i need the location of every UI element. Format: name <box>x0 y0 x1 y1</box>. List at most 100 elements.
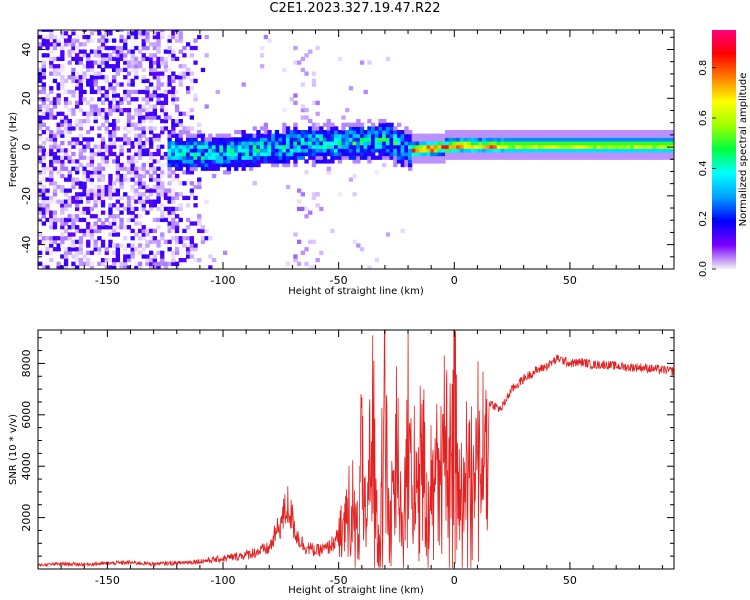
heatmap-cell <box>652 130 657 135</box>
heatmap-cell <box>160 173 165 179</box>
heatmap-cell <box>126 162 132 168</box>
heatmap-cell <box>137 108 143 113</box>
heatmap-cell <box>371 141 376 146</box>
heatmap-cell <box>189 151 194 157</box>
heatmap-cell <box>93 214 98 219</box>
heatmap-cell <box>75 45 80 51</box>
heatmap-cell <box>282 126 287 131</box>
heatmap-cell <box>45 30 50 32</box>
heatmap-cell <box>119 34 124 40</box>
heatmap-cell <box>263 133 268 138</box>
heatmap-cell <box>78 89 83 95</box>
heatmap-cell <box>326 137 331 142</box>
heatmap-cell <box>430 159 435 164</box>
heatmap-cell <box>322 137 328 142</box>
heatmap-cell <box>130 53 135 58</box>
heatmap-cell <box>75 86 80 91</box>
heatmap-cell <box>393 162 398 168</box>
heatmap-cell <box>219 141 224 146</box>
heatmap-cell <box>667 137 672 142</box>
heatmap-cell <box>41 221 46 226</box>
heatmap-cell <box>167 45 172 51</box>
heatmap-cell <box>567 141 572 146</box>
heatmap-cell <box>311 151 317 157</box>
heatmap-cell <box>141 151 146 157</box>
heatmap-cell <box>100 60 106 65</box>
heatmap-cell <box>526 137 531 142</box>
heatmap-cell <box>459 133 465 138</box>
heatmap-cell <box>419 137 424 142</box>
heatmap-cell <box>126 258 132 263</box>
heatmap-cell <box>563 137 568 142</box>
heatmap-cell <box>171 217 176 223</box>
heatmap-cell <box>382 148 387 153</box>
heatmap-cell <box>615 148 620 153</box>
heatmap-cell <box>75 258 80 263</box>
heatmap-cell <box>89 75 95 80</box>
heatmap-cell <box>319 130 324 135</box>
heatmap-cell <box>345 155 350 160</box>
heatmap-cell <box>63 217 69 223</box>
heatmap-cell <box>167 214 172 219</box>
heatmap-cell <box>607 141 613 146</box>
heatmap-cell <box>245 151 250 157</box>
heatmap-cell <box>126 34 132 40</box>
heatmap-cell <box>537 155 542 160</box>
heatmap-cell <box>285 137 291 142</box>
heatmap-cell <box>363 133 368 138</box>
heatmap-cell <box>319 206 324 212</box>
heatmap-cell <box>282 155 287 160</box>
heatmap-cell <box>41 141 46 146</box>
heatmap-cell <box>385 151 391 157</box>
heatmap-cell <box>574 141 579 146</box>
heatmap-cell <box>97 49 102 54</box>
heatmap-cell <box>204 137 209 142</box>
heatmap-cell <box>311 133 317 138</box>
heatmap-cell <box>126 71 132 76</box>
heatmap-cell <box>670 148 674 153</box>
heatmap-cell <box>278 148 283 153</box>
heatmap-cell <box>49 210 54 215</box>
heatmap-cell <box>82 111 87 116</box>
heatmap-cell <box>141 173 146 179</box>
heatmap-cell <box>600 133 605 138</box>
heatmap-cell <box>289 130 294 135</box>
heatmap-cell <box>152 115 157 120</box>
heatmap-cell <box>93 221 98 226</box>
heatmap-cell <box>97 133 102 138</box>
heatmap-cell <box>382 133 387 138</box>
heatmap-cell <box>293 144 298 149</box>
heatmap-cell <box>119 243 124 248</box>
heatmap-cell <box>67 236 72 241</box>
heatmap-cell <box>100 258 106 263</box>
heatmap-cell <box>452 133 457 138</box>
heatmap-cell <box>378 130 383 135</box>
heatmap-cell <box>419 159 424 164</box>
heatmap-cell <box>308 137 313 142</box>
heatmap-cell <box>415 148 420 153</box>
heatmap-cell <box>489 151 494 157</box>
heatmap-cell <box>319 159 324 164</box>
heatmap-cell <box>189 78 194 84</box>
heatmap-cell <box>178 206 183 212</box>
heatmap-cell <box>378 119 383 124</box>
heatmap-cell <box>215 151 220 157</box>
heatmap-cell <box>108 265 113 269</box>
heatmap-cell <box>38 155 43 160</box>
heatmap-cell <box>134 137 139 142</box>
heatmap-cell <box>145 184 150 190</box>
heatmap-cell <box>123 42 128 47</box>
heatmap-cell <box>38 45 43 51</box>
heatmap-cell <box>56 184 61 190</box>
heatmap-cell <box>193 137 198 142</box>
heatmap-cell <box>52 133 58 138</box>
heatmap-cell <box>326 159 331 164</box>
heatmap-cell <box>163 49 169 54</box>
heatmap-cell <box>86 115 91 120</box>
heatmap-cell <box>363 141 368 146</box>
heatmap-cell <box>544 144 550 149</box>
heatmap-cell <box>82 232 87 237</box>
heatmap-cell <box>137 115 143 120</box>
heatmap-cell <box>193 45 198 51</box>
heatmap-cell <box>97 184 102 190</box>
